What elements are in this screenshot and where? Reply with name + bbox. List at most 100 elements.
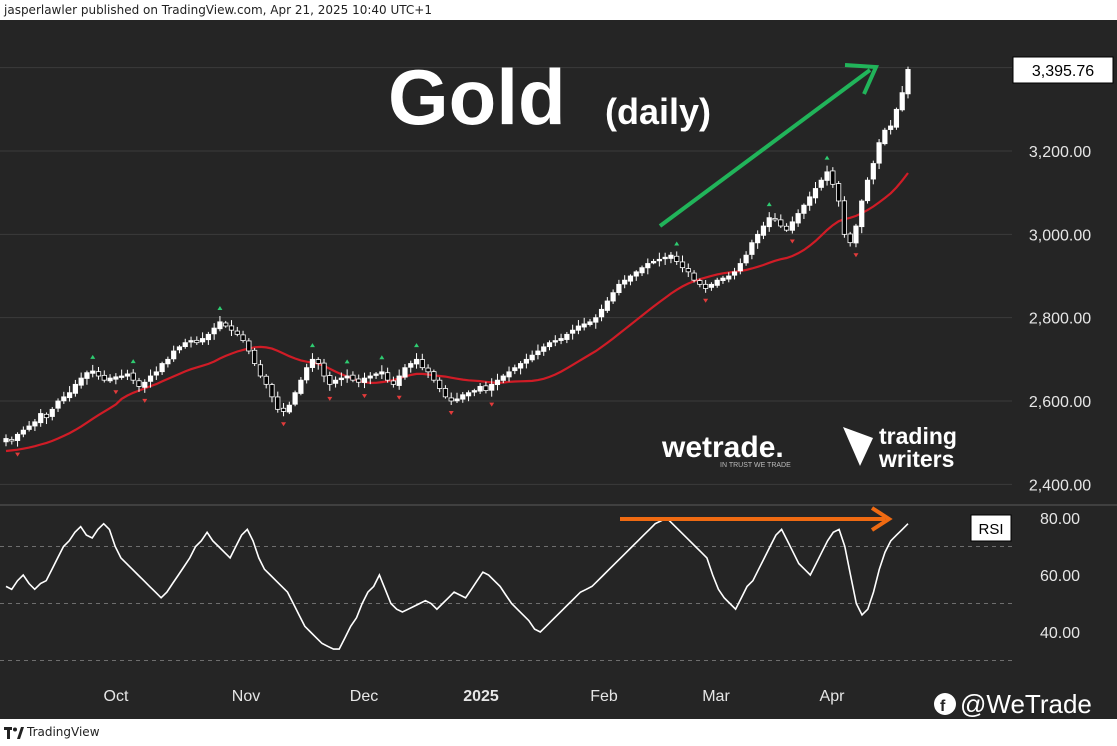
- candle-body: [223, 322, 229, 327]
- tradingview-label: TradingView: [27, 725, 100, 739]
- candle-body: [32, 421, 38, 427]
- wetrade-logo: wetrade. IN TRUST WE TRADE: [661, 431, 791, 469]
- candle-body: [113, 376, 119, 380]
- svg-text:trading: trading: [879, 423, 957, 449]
- candle-body: [512, 367, 518, 372]
- candle-body: [650, 261, 657, 264]
- trend-arrow: [658, 63, 879, 228]
- candle-body: [882, 129, 888, 145]
- candle-body: [269, 384, 275, 398]
- candle-body: [847, 233, 853, 244]
- fractal-up-marker: [309, 343, 315, 348]
- candle-body: [668, 254, 674, 259]
- candle-body: [552, 340, 558, 343]
- candle-body: [535, 350, 541, 356]
- fractal-down-marker: [142, 398, 148, 403]
- svg-text:IN TRUST WE TRADE: IN TRUST WE TRADE: [720, 462, 791, 469]
- candle-body: [309, 358, 316, 368]
- chart-area[interactable]: 2,400.00 2,600.00 2,800.00 3,000.00 3,200.00…: [0, 20, 1117, 719]
- candle-body: [460, 394, 466, 400]
- candle-body: [546, 342, 553, 348]
- candle-body: [570, 329, 576, 334]
- candle-body: [864, 179, 871, 202]
- candle-body: [743, 254, 749, 264]
- candle-body: [483, 385, 489, 391]
- svg-text:@WeTrade: @WeTrade: [960, 689, 1092, 719]
- candle-body: [78, 377, 84, 386]
- candle-body: [529, 354, 535, 361]
- candle-body: [703, 283, 709, 289]
- candle-body: [67, 392, 73, 399]
- candle-body: [188, 340, 194, 343]
- candle-body: [772, 218, 778, 221]
- candle-body: [720, 277, 726, 281]
- chart-svg[interactable]: 2,400.00 2,600.00 2,800.00 3,000.00 3,200.00…: [0, 20, 1117, 719]
- candle-body: [373, 373, 379, 376]
- candle-body: [581, 323, 587, 328]
- candle-body: [20, 429, 26, 435]
- fractal-down-marker: [15, 452, 21, 457]
- candle-body: [165, 358, 171, 365]
- fractal-down-marker: [327, 396, 333, 401]
- candle-body: [234, 330, 240, 335]
- published-bar: jasperlawler published on TradingView.co…: [0, 0, 1117, 20]
- fractal-down-marker: [396, 395, 402, 400]
- candle-body: [49, 408, 55, 417]
- candle-body: [38, 413, 44, 424]
- candle-body: [246, 340, 252, 352]
- candle-body: [84, 372, 90, 379]
- footer-bar: TradingView: [0, 719, 1117, 746]
- x-tick-label: 2025: [463, 688, 499, 705]
- candles-layer: [3, 66, 911, 447]
- candle-body: [61, 396, 67, 402]
- candle-body: [795, 213, 801, 224]
- candle-body: [801, 204, 807, 214]
- candle-body: [228, 325, 235, 331]
- candle-body: [859, 200, 865, 228]
- grid-lines: [0, 67, 1012, 661]
- candle-body: [194, 339, 200, 344]
- candle-body: [523, 358, 529, 364]
- candle-body: [639, 267, 645, 274]
- candle-body: [385, 372, 391, 381]
- candle-body: [645, 263, 651, 269]
- axes-layer: 2,400.00 2,600.00 2,800.00 3,000.00 3,200.00…: [104, 144, 1092, 705]
- fractal-down-marker: [789, 239, 795, 244]
- candle-body: [72, 383, 78, 394]
- chart-title: Gold: [388, 53, 566, 141]
- price-tick-label: 2,800.00: [1029, 311, 1091, 328]
- candle-body: [379, 371, 385, 375]
- candle-body: [518, 363, 524, 369]
- rsi-tick-label: 80.00: [1040, 511, 1080, 528]
- candle-body: [760, 225, 767, 236]
- candle-body: [124, 373, 131, 377]
- price-tick-label: 3,200.00: [1029, 144, 1091, 161]
- candle-body: [419, 359, 425, 369]
- candle-body: [361, 377, 368, 383]
- candle-body: [327, 375, 333, 385]
- candle-body: [240, 334, 246, 341]
- candle-body: [604, 300, 610, 311]
- candle-body: [616, 283, 622, 294]
- candle-body: [321, 362, 327, 377]
- moving-average-layer: [5, 172, 909, 453]
- candle-body: [755, 233, 761, 244]
- candle-body: [211, 327, 217, 335]
- candle-body: [43, 413, 50, 419]
- fractal-down-marker: [361, 394, 367, 399]
- candle-body: [390, 380, 396, 385]
- candle-body: [199, 338, 206, 343]
- candle-body: [731, 271, 738, 276]
- candle-body: [656, 258, 662, 262]
- candle-body: [824, 171, 830, 181]
- fractal-down-marker: [489, 402, 495, 407]
- candle-body: [841, 200, 847, 235]
- candle-body: [812, 188, 819, 199]
- last-price-label: 3,395.76: [1032, 63, 1094, 80]
- candle-body: [437, 379, 443, 389]
- fractal-up-marker: [414, 343, 420, 348]
- fractal-up-marker: [674, 241, 680, 246]
- candle-body: [396, 375, 402, 386]
- candle-body: [159, 363, 165, 373]
- candle-body: [674, 255, 680, 262]
